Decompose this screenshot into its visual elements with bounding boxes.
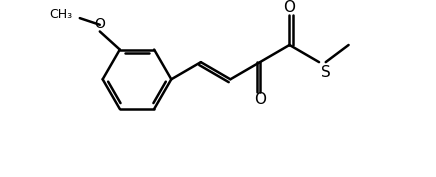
Text: O: O bbox=[254, 92, 266, 107]
Text: O: O bbox=[283, 0, 296, 15]
Text: CH₃: CH₃ bbox=[49, 8, 72, 21]
Text: S: S bbox=[321, 65, 331, 81]
Text: O: O bbox=[94, 17, 105, 31]
